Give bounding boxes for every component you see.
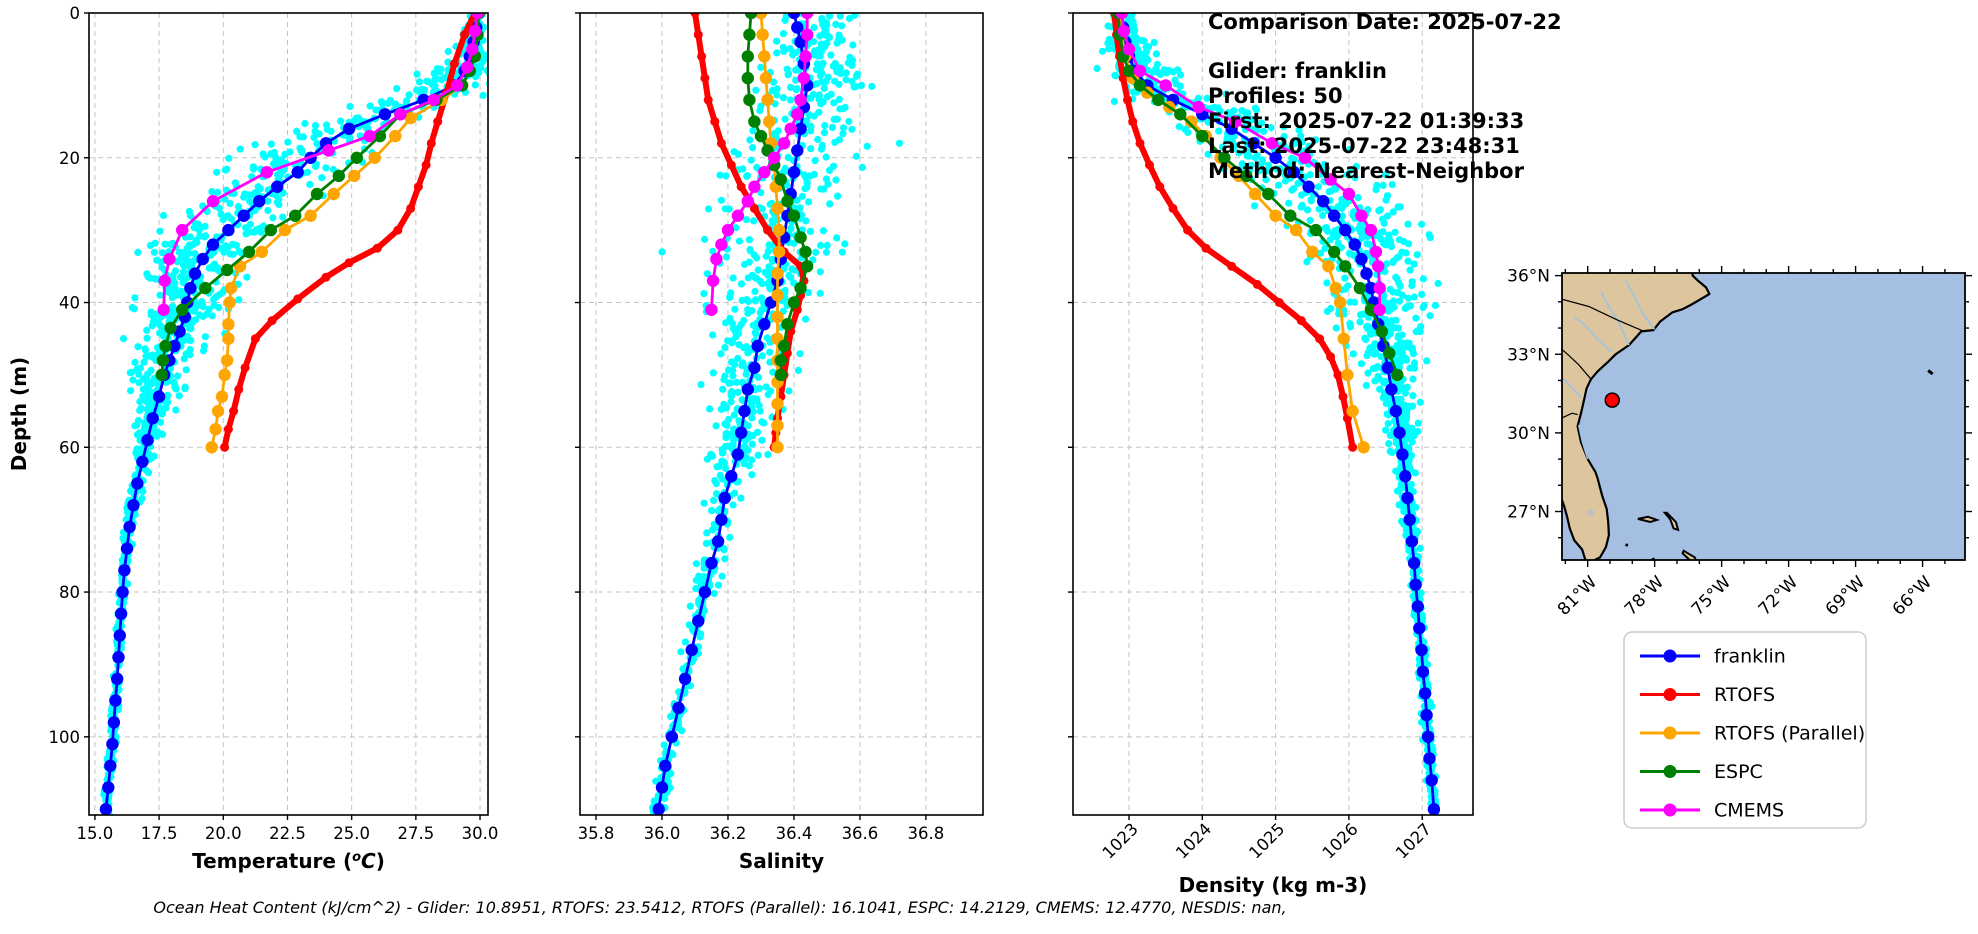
- info-spacer: [1208, 35, 1562, 59]
- lat-tick-label: 27°N: [1507, 503, 1550, 523]
- x-tick-label: 30.0: [462, 824, 499, 843]
- legend: franklin RTOFS RTOFS (Parallel) ESPC CMEMS: [1623, 631, 1867, 829]
- x-tick-label: 1027: [1392, 819, 1435, 862]
- depth-tick-label: 0: [70, 4, 81, 23]
- temperature-axis-title: Temperature (oC): [192, 849, 385, 873]
- depth-tick-label: 60: [59, 438, 80, 457]
- x-tick-label: 36.6: [842, 824, 879, 843]
- island: [1637, 515, 1661, 524]
- x-tick-label: 36.8: [908, 824, 945, 843]
- x-tick-label: 1025: [1245, 819, 1288, 862]
- comparison-method: Method: Nearest-Neighbor: [1208, 159, 1524, 183]
- x-tick-label: 17.5: [141, 824, 178, 843]
- location-map: 36°N 33°N 30°N 27°N 81°W 78°W 75°W 72°W 69°W 66°W: [1507, 266, 1972, 620]
- temperature-series: [99, 13, 485, 815]
- series-espc-density: [1111, 13, 1404, 382]
- lon-tick-label: 72°W: [1755, 572, 1802, 619]
- x-tick-label: 15.0: [77, 824, 114, 843]
- salinity-axis-ticks: 35.8 36.0 36.2 36.4 36.6 36.8: [575, 12, 945, 843]
- legend-label: RTOFS: [1714, 684, 1775, 706]
- last-profile-time: Last: 2025-07-22 23:48:31: [1208, 134, 1520, 158]
- lat-tick-label: 33°N: [1507, 345, 1550, 365]
- series-cmems-temperature: [157, 13, 484, 316]
- info-panel: Comparison Date: 2025-07-22 Glider: fran…: [1208, 10, 1562, 184]
- river: [1600, 290, 1630, 346]
- depth-axis-title: Depth (m): [7, 357, 31, 471]
- glider-location-marker: [1604, 392, 1620, 408]
- salinity-series: [652, 13, 814, 815]
- x-tick-label: 1024: [1172, 819, 1215, 862]
- legend-label: ESPC: [1714, 761, 1763, 783]
- lon-tick-label: 66°W: [1889, 572, 1936, 619]
- state-border: [1562, 348, 1592, 380]
- x-tick-label: 36.0: [644, 824, 681, 843]
- lake: [1586, 509, 1595, 517]
- x-tick-label: 36.4: [776, 824, 813, 843]
- profiles-count: Profiles: 50: [1208, 84, 1343, 108]
- lon-tick-label: 75°W: [1688, 572, 1735, 619]
- legend-item-espc: ESPC: [1640, 761, 1763, 783]
- legend-label: RTOFS (Parallel): [1714, 723, 1865, 745]
- depth-tick-label: 20: [59, 149, 80, 168]
- temperature-panel: 15.0 17.5 20.0 22.5 25.0 27.5 30.0 0 20 40 60 80 100…: [7, 4, 498, 873]
- x-tick-label: 20.0: [205, 824, 242, 843]
- lon-tick-label: 81°W: [1554, 572, 1601, 619]
- legend-item-cmems: CMEMS: [1640, 800, 1784, 822]
- x-tick-label: 35.8: [578, 824, 615, 843]
- series-espc-salinity: [741, 13, 814, 382]
- legend-item-rtofs-parallel-: RTOFS (Parallel): [1640, 723, 1865, 745]
- density-panel: 1023 1024 1025 1026 1027 Density (kg m-3): [1068, 12, 1474, 897]
- river: [1577, 424, 1589, 460]
- x-tick-label: 1023: [1099, 819, 1142, 862]
- map-geography: [1562, 273, 1934, 560]
- depth-tick-label: 40: [59, 294, 80, 313]
- river: [1573, 316, 1612, 353]
- glider-name: Glider: franklin: [1208, 59, 1387, 83]
- lat-tick-label: 36°N: [1507, 267, 1550, 287]
- series-cmems-density: [1115, 13, 1386, 316]
- temperature-axis-ticks: 15.0 17.5 20.0 22.5 25.0 27.5 30.0 0 20 40 60 80 100: [49, 4, 499, 843]
- salinity-panel: 35.8 36.0 36.2 36.4 36.6 36.8 Salinity: [575, 12, 984, 873]
- x-tick-label: 27.5: [397, 824, 434, 843]
- series-rtofs-parallel--salinity: [754, 13, 786, 454]
- legend-item-rtofs: RTOFS: [1640, 684, 1775, 706]
- density-series: [1109, 13, 1441, 815]
- state-border: [1562, 412, 1578, 419]
- series-cmems-salinity: [705, 13, 814, 316]
- salinity-axis-title: Salinity: [739, 849, 824, 873]
- legend-label: CMEMS: [1714, 800, 1784, 822]
- coastline-land: [1562, 273, 1711, 560]
- x-tick-label: 1026: [1319, 819, 1362, 862]
- first-profile-time: First: 2025-07-22 01:39:33: [1208, 109, 1525, 133]
- density-axis-title: Density (kg m-3): [1179, 873, 1368, 897]
- lat-tick-label: 30°N: [1507, 424, 1550, 444]
- legend-label: franklin: [1714, 646, 1786, 668]
- depth-tick-label: 80: [59, 583, 80, 602]
- map-ticks: [1555, 266, 1972, 567]
- comparison-date: Comparison Date: 2025-07-22: [1208, 10, 1562, 34]
- river: [1562, 376, 1582, 399]
- lon-tick-label: 78°W: [1621, 572, 1668, 619]
- island: [1681, 549, 1697, 560]
- island: [1662, 511, 1680, 532]
- state-border: [1562, 298, 1643, 332]
- lon-tick-label: 69°W: [1822, 572, 1869, 619]
- legend-item-franklin: franklin: [1640, 646, 1786, 668]
- island-bermuda: [1927, 369, 1934, 376]
- ocean-heat-content-footer: Ocean Heat Content (kJ/cm^2) - Glider: 1…: [153, 898, 1287, 917]
- river: [1624, 280, 1656, 330]
- depth-tick-label: 100: [49, 728, 81, 747]
- x-tick-label: 25.0: [333, 824, 370, 843]
- x-tick-label: 22.5: [269, 824, 306, 843]
- x-tick-label: 36.2: [710, 824, 747, 843]
